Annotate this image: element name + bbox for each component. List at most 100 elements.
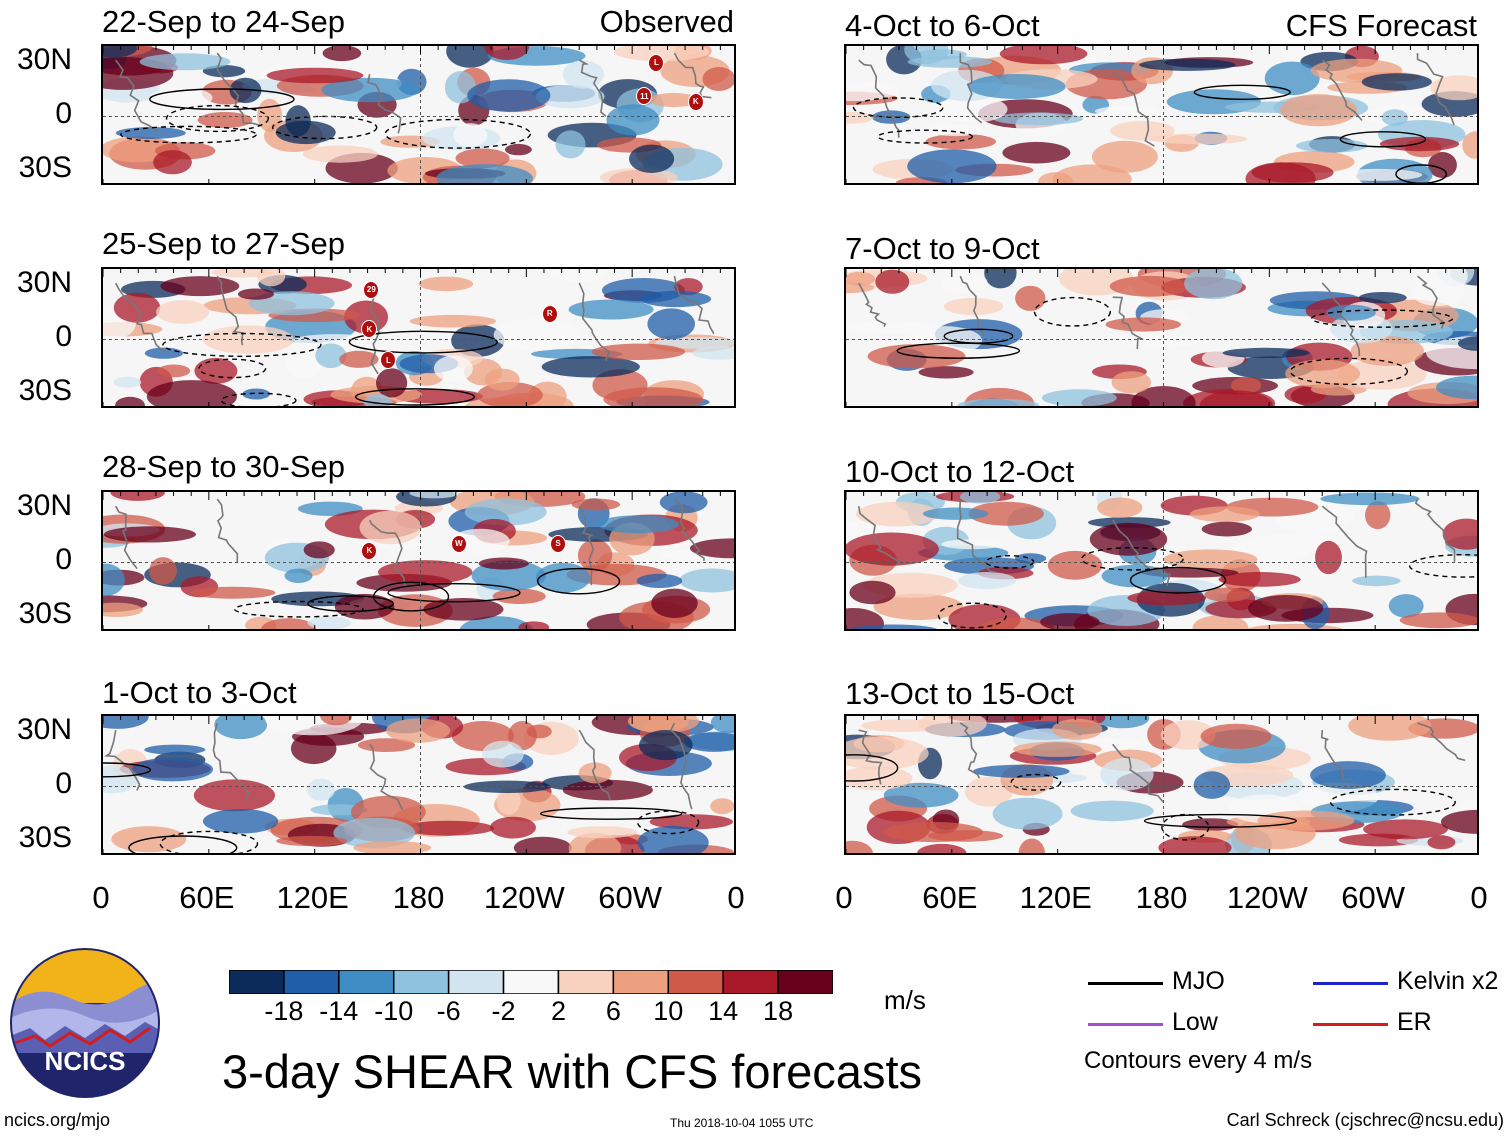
colorbar-tick-label: -18 [264,996,304,1026]
colorbar-swatch [283,969,340,995]
colorbar-swatch [557,969,615,995]
x-tick-label: 120W [483,880,565,915]
y-tick-label: 0 [55,97,72,130]
x-tick-label: 120E [276,880,349,915]
colorbar-swatch [502,969,560,995]
y-tick-label: 30S [18,821,72,854]
storm-marker-label: L [386,355,391,365]
legend-swatch [1088,1023,1163,1026]
x-tick-label: 120E [1019,880,1092,915]
x-tick-label: 60W [1341,880,1406,915]
storm-marker-label: L [653,58,659,67]
colorbar-tick-label: 14 [708,996,739,1026]
legend-swatch [1088,982,1163,985]
storm-marker-label: K [692,97,699,107]
colorbar-tick-label: 6 [605,996,621,1026]
colorbar-swatch [667,969,724,995]
x-tick-label: 60E [922,880,978,915]
colorbar-tick-label: -10 [374,996,414,1026]
legend-label: Kelvin x2 [1397,967,1499,995]
map-panel: L 11 K [101,44,736,185]
map-panel [844,714,1479,855]
colorbar-unit: m/s [884,985,926,1015]
legend-label: ER [1397,1008,1432,1036]
storm-marker: L [380,351,397,370]
colorbar-tick-label: -6 [436,996,461,1026]
storm-marker-label: K [366,324,373,334]
storm-marker: W [450,534,467,553]
y-tick-label: 0 [55,543,72,576]
storm-marker: K [361,541,378,560]
map-panel: 29 K L R [101,267,736,408]
x-tick-label: 0 [92,880,110,915]
x-tick-label: 60E [179,880,235,915]
x-tick-label: 60W [598,880,663,915]
legend-swatch [1313,982,1388,985]
storm-marker-label: W [455,539,463,549]
storm-marker: 11 [636,87,653,106]
panel-title: 7-Oct to 9-Oct [845,231,1040,266]
x-tick-label: 120W [1226,880,1308,915]
storm-marker-label: 11 [640,91,649,101]
footer-url[interactable]: ncics.org/mjo [4,1110,111,1130]
storm-marker-label: S [555,539,561,549]
colorbar-swatch [228,969,285,995]
y-tick-label: 30N [16,266,72,299]
colorbar-tick-label: -2 [491,996,516,1026]
y-tick-label: 0 [55,767,72,800]
y-tick-label: 30N [16,713,72,746]
ncics-logo: NCICS [10,948,160,1098]
legend-label: MJO [1172,967,1225,995]
legend-label: Low [1172,1008,1218,1036]
storm-marker-label: K [366,546,373,556]
colorbar-swatch [722,969,779,995]
ncics-logo-icon: NCICS [10,948,160,1098]
y-tick-label: 30S [18,374,72,407]
x-tick-label: 0 [835,880,853,915]
colorbar-swatch [777,969,834,995]
panel-title: 22-Sep to 24-Sep [102,4,346,39]
map-panel [844,490,1479,631]
map-panel [844,44,1479,185]
panel-title: 10-Oct to 12-Oct [845,454,1075,489]
x-tick-label: 180 [392,880,445,915]
x-tick-label: 0 [727,880,745,915]
storm-marker: R [541,304,558,323]
colorbar-tick-label: 2 [550,996,566,1026]
storm-marker: 29 [363,280,380,299]
panel-title: 1-Oct to 3-Oct [102,675,297,710]
y-tick-label: 30N [16,43,72,76]
panel-title: 13-Oct to 15-Oct [845,676,1075,711]
footer-timestamp: Thu 2018-10-04 1055 UTC [670,1116,814,1130]
legend-note: Contours every 4 m/s [1084,1047,1313,1074]
colorbar [228,969,834,995]
x-tick-label: 180 [1135,880,1188,915]
x-tick-label: 0 [1470,880,1488,915]
panel-corner-label: CFS Forecast [1285,8,1477,43]
map-panel [844,267,1479,408]
y-tick-label: 30S [18,597,72,630]
panel-title: 4-Oct to 6-Oct [845,8,1040,43]
y-tick-label: 30S [18,151,72,184]
logo-text: NCICS [45,1046,126,1076]
y-tick-label: 0 [55,320,72,353]
panel-title: 25-Sep to 27-Sep [102,226,346,261]
main-title: 3-day SHEAR with CFS forecasts [222,1045,922,1098]
y-tick-label: 30N [16,489,72,522]
legend-swatch [1313,1023,1388,1026]
colorbar-tick-label: 18 [763,996,794,1026]
panel-corner-label: Observed [599,4,734,39]
storm-marker-label: R [546,309,553,319]
storm-marker: S [550,534,567,553]
colorbar-swatch [392,969,450,995]
storm-marker-label: 29 [366,285,376,295]
colorbar-swatch [447,969,505,995]
storm-marker: K [361,320,378,339]
map-panel [101,714,736,855]
storm-marker: K [687,92,704,111]
storm-marker: L [648,53,665,72]
footer-author: Carl Schreck (cjschrec@ncsu.edu) [1226,1110,1504,1130]
colorbar-tick-label: 10 [653,996,684,1026]
colorbar-swatch [612,969,670,995]
